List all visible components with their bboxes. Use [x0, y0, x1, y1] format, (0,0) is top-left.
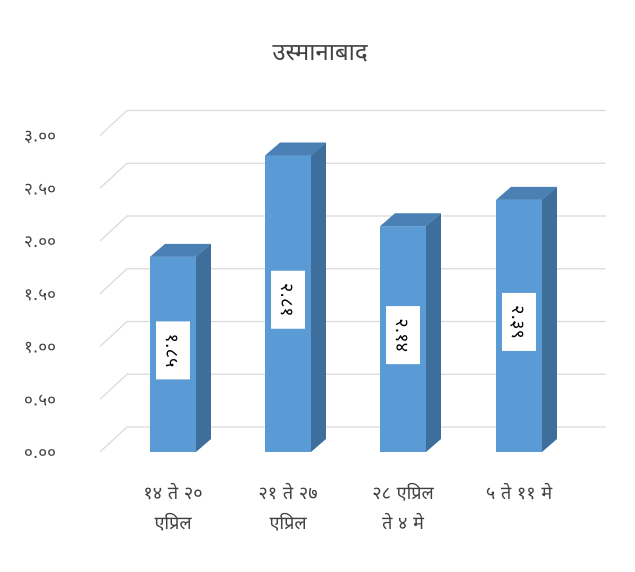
y-tick-label: ०.००	[24, 443, 56, 463]
bar-top-face	[150, 243, 211, 257]
x-tick-label: २८ एप्रिल	[372, 482, 434, 504]
data-label: २.१४	[386, 306, 420, 365]
bar-side-face	[311, 142, 326, 453]
bar: २.८१	[265, 142, 326, 453]
y-tick-label: २.५०	[24, 179, 56, 199]
bar: २.१४	[380, 213, 441, 452]
gridline	[99, 426, 606, 453]
gridline	[99, 109, 606, 136]
bar-top-face	[496, 186, 557, 200]
x-tick-label: ते ४ मे	[382, 512, 425, 534]
y-tick-label: ३.००	[24, 127, 56, 147]
gridlines	[99, 109, 606, 453]
x-tick-label: एप्रिल	[269, 512, 307, 534]
y-tick-label: १.००	[24, 338, 56, 358]
y-tick-label: २.००	[24, 232, 56, 252]
y-axis-ticks: ०.०० ०.५० १.०० १.५० २.०० २.५० ३.००	[24, 127, 56, 464]
bar-side-face	[542, 186, 557, 453]
bar-side-face	[426, 213, 441, 452]
bar-top-face	[265, 142, 326, 156]
data-label-text: २.८१	[276, 283, 297, 317]
gridline	[99, 268, 606, 295]
data-label-box	[386, 306, 420, 365]
chart-title: उस्मानाबाद	[272, 38, 368, 66]
x-tick-label: २१ ते २७	[258, 482, 317, 504]
data-label-text: २.१४	[391, 318, 412, 352]
gridline	[99, 320, 606, 347]
data-label: १.८५	[156, 321, 190, 380]
data-label: २.८१	[271, 270, 305, 329]
bar-top-face	[380, 213, 441, 227]
bar-side-face	[196, 243, 211, 452]
data-label-text: २.३९	[507, 305, 528, 339]
bar: २.३९	[496, 186, 557, 453]
bar: १.८५	[150, 243, 211, 452]
x-axis-ticks: १४ ते २० एप्रिल २१ ते २७ एप्रिल २८ एप्रिल ते …	[143, 482, 553, 534]
data-label: २.३९	[502, 292, 536, 351]
gridline	[99, 373, 606, 400]
gridline	[99, 162, 606, 189]
y-tick-label: ०.५०	[24, 390, 56, 410]
x-tick-label: १४ ते २०	[143, 482, 202, 504]
data-label-box	[502, 292, 536, 351]
data-label-text: १.८५	[161, 334, 182, 368]
bars: १.८५ २.८१ २.१४ २.३९	[150, 142, 557, 453]
x-tick-label: ५ ते ११ मे	[486, 482, 554, 504]
x-tick-label: एप्रिल	[154, 512, 192, 534]
y-tick-label: १.५०	[24, 285, 56, 305]
data-label-box	[156, 321, 190, 380]
data-label-box	[271, 270, 305, 329]
gridline	[99, 215, 606, 242]
